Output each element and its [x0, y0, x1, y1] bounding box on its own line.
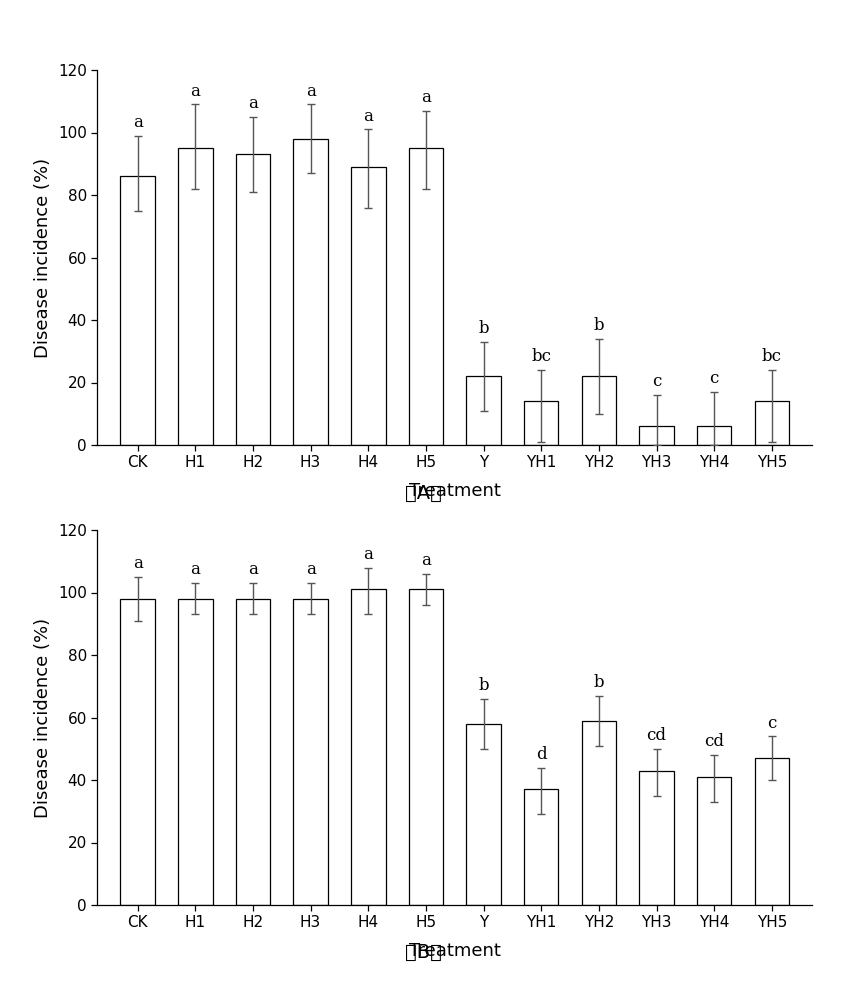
Bar	[236, 154, 270, 445]
Text: cd: cd	[704, 733, 724, 750]
Bar	[466, 724, 501, 905]
Text: b: b	[594, 317, 604, 334]
Bar	[294, 139, 328, 445]
Text: a: a	[133, 114, 143, 131]
Bar	[409, 589, 443, 905]
Text: c: c	[710, 370, 719, 387]
Bar	[294, 599, 328, 905]
Bar	[640, 771, 673, 905]
Bar	[120, 176, 155, 445]
Text: cd: cd	[646, 727, 667, 744]
Text: bc: bc	[531, 348, 552, 365]
Text: a: a	[190, 83, 201, 100]
Text: b: b	[478, 320, 489, 337]
Text: c: c	[767, 715, 777, 732]
Bar	[697, 426, 732, 445]
Text: c: c	[651, 373, 662, 390]
Text: b: b	[478, 677, 489, 694]
Text: a: a	[133, 555, 143, 572]
Bar	[755, 401, 789, 445]
Bar	[120, 599, 155, 905]
Text: a: a	[421, 552, 431, 569]
Text: a: a	[305, 561, 316, 578]
Text: a: a	[190, 561, 201, 578]
Text: （B）: （B）	[404, 942, 442, 962]
Bar	[236, 599, 270, 905]
Bar	[524, 401, 558, 445]
Text: a: a	[248, 561, 258, 578]
Bar	[697, 777, 732, 905]
Bar	[524, 789, 558, 905]
Bar	[351, 589, 386, 905]
Bar	[581, 376, 616, 445]
Bar	[409, 148, 443, 445]
Text: a: a	[421, 89, 431, 106]
Bar	[351, 167, 386, 445]
Text: a: a	[363, 546, 373, 563]
Text: （A）: （A）	[404, 484, 442, 502]
Text: a: a	[248, 95, 258, 112]
X-axis label: Treatment: Treatment	[409, 482, 501, 500]
Bar	[640, 426, 673, 445]
Y-axis label: Disease incidence (%): Disease incidence (%)	[35, 157, 52, 358]
Bar	[581, 721, 616, 905]
Text: a: a	[363, 108, 373, 125]
Bar	[755, 758, 789, 905]
Y-axis label: Disease incidence (%): Disease incidence (%)	[35, 617, 52, 818]
Text: b: b	[594, 674, 604, 691]
Text: d: d	[536, 746, 547, 763]
Text: bc: bc	[761, 348, 782, 365]
Bar	[178, 148, 212, 445]
Text: a: a	[305, 83, 316, 100]
X-axis label: Treatment: Treatment	[409, 942, 501, 960]
Bar	[466, 376, 501, 445]
Bar	[178, 599, 212, 905]
